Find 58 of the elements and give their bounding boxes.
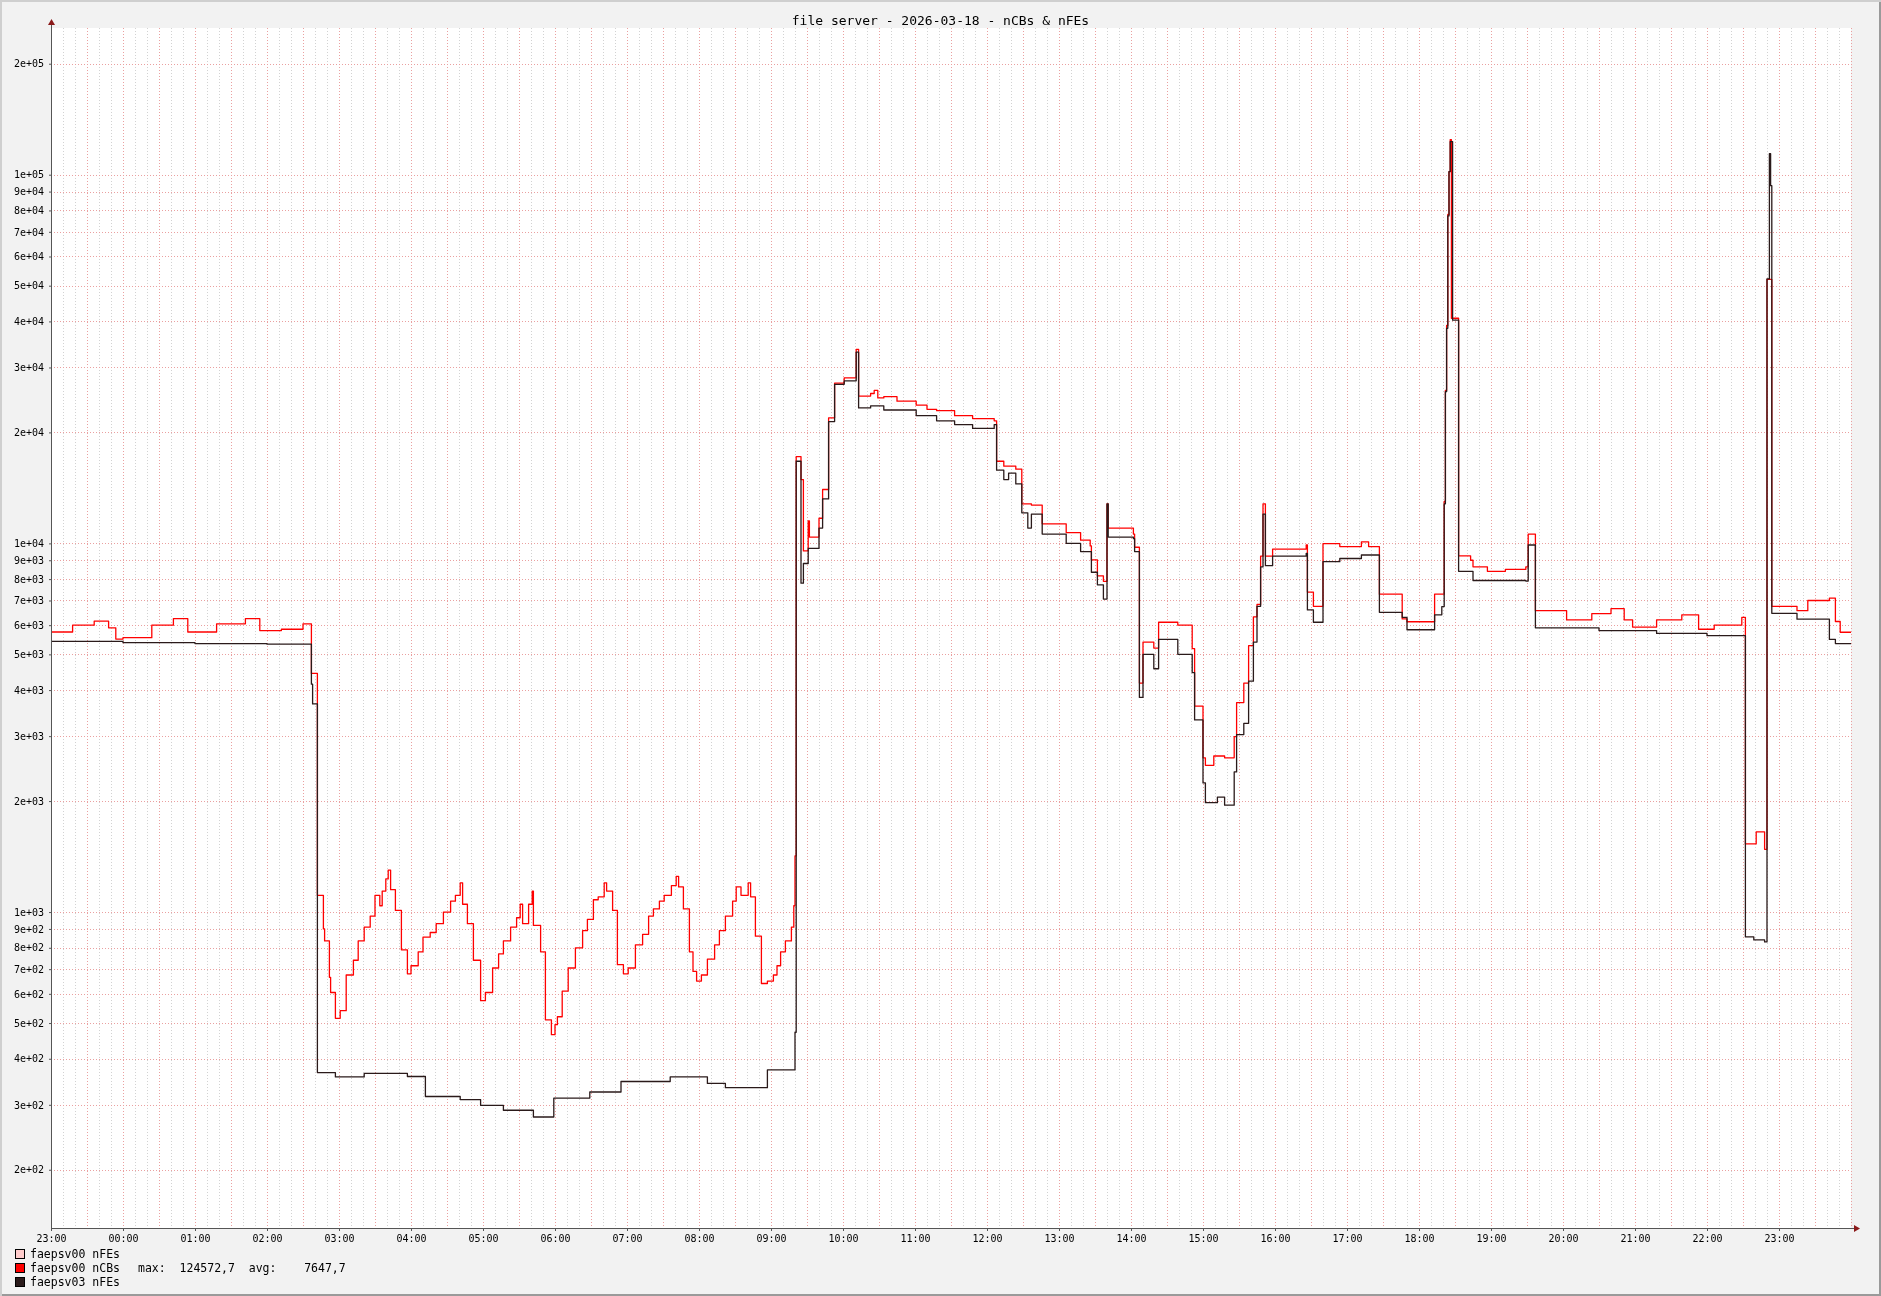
y-tick-label: 5e+02: [13, 1017, 44, 1029]
y-tick-label: 3e+04: [13, 362, 44, 374]
x-tick-label: 06:00: [540, 1233, 571, 1245]
x-tick-label: 23:00: [1764, 1233, 1795, 1245]
y-tick-label: 1e+03: [13, 906, 44, 918]
y-tick-label: 2e+02: [13, 1164, 44, 1176]
x-tick-label: 04:00: [396, 1233, 427, 1245]
y-tick-label: 6e+03: [13, 619, 44, 631]
y-tick-label: 2e+04: [13, 427, 44, 439]
x-tick-label: 16:00: [1260, 1233, 1291, 1245]
chart-title: file server - 2026-03-18 - nCBs & nFEs: [791, 12, 1090, 28]
y-tick-label: 4e+04: [13, 316, 44, 328]
x-tick-label: 20:00: [1548, 1233, 1579, 1245]
x-tick-label: 07:00: [612, 1233, 643, 1245]
y-tick-label: 1e+04: [13, 538, 44, 550]
x-tick-label: 13:00: [1044, 1233, 1075, 1245]
y-tick-label: 4e+02: [13, 1053, 44, 1065]
y-tick-label: 6e+02: [13, 988, 44, 1000]
y-tick-label: 5e+04: [13, 280, 44, 292]
y-tick-label: 1e+05: [13, 169, 44, 181]
legend-label: faepsv03 nFEs: [30, 1275, 121, 1290]
y-tick-label: 9e+04: [13, 186, 44, 198]
x-tick-label: 22:00: [1692, 1233, 1723, 1245]
y-tick-label: 9e+02: [13, 923, 44, 935]
x-tick-label: 23:00: [36, 1233, 67, 1245]
text: max: 124572,7 avg: 7647,7: [138, 1261, 346, 1276]
y-tick-label: 5e+03: [13, 649, 44, 661]
x-tick-label: 12:00: [972, 1233, 1003, 1245]
y-tick-label: 2e+05: [13, 58, 44, 70]
y-tick-label: 8e+04: [13, 205, 44, 217]
x-tick-label: 01:00: [180, 1233, 211, 1245]
y-tick-label: 6e+04: [13, 251, 44, 263]
x-tick-label: 09:00: [756, 1233, 787, 1245]
x-tick-label: 08:00: [684, 1233, 715, 1245]
x-tick-label: 15:00: [1188, 1233, 1219, 1245]
y-tick-label: 8e+02: [13, 942, 44, 954]
x-tick-label: 19:00: [1476, 1233, 1507, 1245]
x-tick-label: 14:00: [1116, 1233, 1147, 1245]
y-tick-label: 7e+04: [13, 226, 44, 238]
x-tick-label: 03:00: [324, 1233, 355, 1245]
y-tick-label: 3e+03: [13, 730, 44, 742]
x-tick-label: 17:00: [1332, 1233, 1363, 1245]
x-tick-label: 18:00: [1404, 1233, 1435, 1245]
y-tick-label: 7e+03: [13, 595, 44, 607]
legend-label: faepsv00 nFEs: [30, 1247, 121, 1262]
y-tick-label: 9e+03: [13, 554, 44, 566]
x-tick-label: 05:00: [468, 1233, 499, 1245]
y-tick-label: 8e+03: [13, 573, 44, 585]
x-tick-label: 02:00: [252, 1233, 283, 1245]
x-tick-label: 10:00: [828, 1233, 859, 1245]
x-tick-label: 21:00: [1620, 1233, 1651, 1245]
x-tick-label: 00:00: [108, 1233, 139, 1245]
y-tick-label: 7e+02: [13, 963, 44, 975]
y-tick-label: 2e+03: [13, 795, 44, 807]
x-tick-label: 11:00: [900, 1233, 931, 1245]
legend-label: faepsv00 nCBs: [30, 1261, 121, 1276]
y-tick-label: 4e+03: [13, 684, 44, 696]
y-tick-label: 3e+02: [13, 1099, 44, 1111]
